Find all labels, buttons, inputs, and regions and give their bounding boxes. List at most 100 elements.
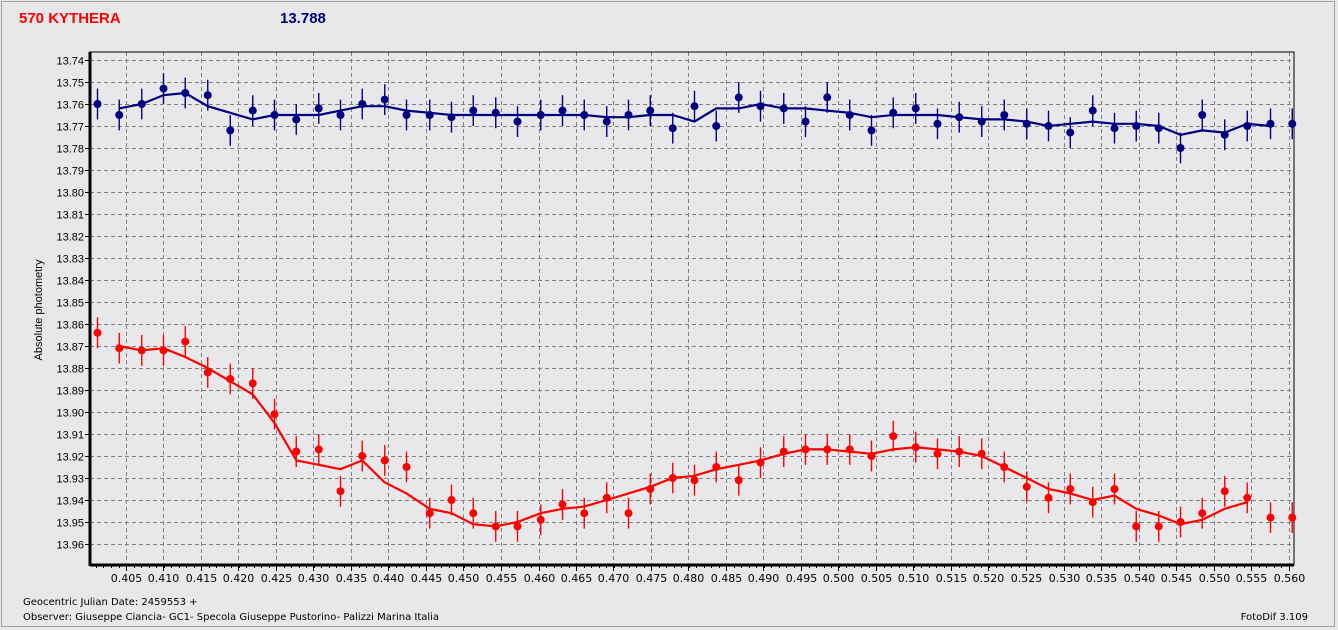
x-tick-label: 0.480 <box>673 572 705 585</box>
data-point <box>734 476 743 485</box>
data-point <box>977 117 986 126</box>
x-tick-label: 0.410 <box>148 572 180 585</box>
data-point <box>558 500 567 509</box>
data-point <box>1066 128 1075 137</box>
x-tick-label: 0.560 <box>1274 572 1306 585</box>
object-title: 570 KYTHERA <box>19 10 121 27</box>
data-point <box>425 509 434 518</box>
x-tick-label: 0.515 <box>936 572 968 585</box>
data-point <box>977 449 986 458</box>
data-point <box>1266 119 1275 128</box>
data-point <box>1088 498 1097 507</box>
data-point <box>845 445 854 454</box>
y-tick-label: 13.74 <box>56 56 84 68</box>
data-point <box>602 117 611 126</box>
data-point <box>491 108 500 117</box>
reference-value: 13.788 <box>280 10 326 27</box>
data-point <box>181 337 190 346</box>
data-point <box>1132 522 1141 531</box>
x-tick-label: 0.460 <box>524 572 556 585</box>
data-point <box>580 509 589 518</box>
data-point <box>1000 111 1009 119</box>
data-point <box>336 487 345 496</box>
x-tick-label: 0.470 <box>598 572 630 585</box>
data-point <box>270 111 279 119</box>
data-point <box>823 93 832 102</box>
data-point <box>226 375 235 383</box>
data-point <box>1176 518 1185 526</box>
x-tick-label: 0.430 <box>298 572 330 585</box>
data-point <box>1110 485 1119 493</box>
data-point <box>779 104 788 113</box>
data-point <box>513 117 522 126</box>
y-tick-label: 13.88 <box>56 364 84 376</box>
x-tick-label: 0.550 <box>1199 572 1231 585</box>
data-point <box>889 432 898 441</box>
y-tick-label: 13.93 <box>56 474 84 486</box>
data-point <box>1266 513 1275 522</box>
data-point <box>1154 124 1163 133</box>
data-point <box>115 344 124 353</box>
data-point <box>690 102 699 111</box>
software-version: FotoDif 3.109 <box>1240 612 1308 623</box>
x-tick-label: 0.520 <box>973 572 1005 585</box>
data-point <box>867 452 876 460</box>
y-tick-label: 13.92 <box>56 452 84 464</box>
data-point <box>137 346 146 355</box>
data-point <box>203 91 212 100</box>
data-point <box>801 445 810 454</box>
data-point <box>1198 509 1207 518</box>
series-target <box>93 317 1297 542</box>
data-point <box>756 458 765 467</box>
y-tick-label: 13.78 <box>56 144 84 156</box>
data-point <box>1132 122 1141 130</box>
x-axis-label: Geocentric Julian Date: 2459553 + <box>23 597 198 608</box>
x-tick-label: 0.555 <box>1236 572 1268 585</box>
y-tick-label: 13.76 <box>56 100 84 112</box>
data-point <box>580 111 589 119</box>
data-point <box>358 452 367 460</box>
data-point <box>646 106 655 115</box>
data-point <box>115 111 124 119</box>
data-point <box>181 89 190 97</box>
data-point <box>314 104 323 113</box>
data-point <box>624 509 633 518</box>
x-tick-label: 0.540 <box>1124 572 1156 585</box>
data-point <box>1110 124 1119 133</box>
data-point <box>558 106 567 115</box>
data-point <box>203 368 212 377</box>
y-tick-label: 13.80 <box>56 188 84 200</box>
data-point <box>93 328 102 337</box>
y-tick-label: 13.96 <box>56 540 84 552</box>
data-point <box>159 84 168 93</box>
data-point <box>137 100 146 108</box>
data-point <box>1088 106 1097 115</box>
data-point <box>867 126 876 135</box>
data-point <box>1022 482 1031 491</box>
data-point <box>336 111 345 119</box>
data-point <box>513 522 522 531</box>
data-point <box>380 456 389 465</box>
x-tick-label: 0.420 <box>223 572 255 585</box>
data-point <box>358 100 367 108</box>
x-tick-label: 0.525 <box>1011 572 1043 585</box>
data-point <box>402 463 411 471</box>
x-tick-label: 0.475 <box>636 572 668 585</box>
data-point <box>1198 111 1207 119</box>
data-point <box>845 111 854 119</box>
data-point <box>955 113 964 122</box>
x-tick-label: 0.545 <box>1161 572 1193 585</box>
x-tick-label: 0.495 <box>786 572 818 585</box>
y-axis-title: Absolute photometry <box>33 259 45 360</box>
data-point <box>93 100 102 108</box>
data-point <box>1288 513 1297 522</box>
x-tick-label: 0.445 <box>411 572 443 585</box>
data-point <box>734 93 743 102</box>
y-tick-label: 13.85 <box>56 298 84 310</box>
y-tick-label: 13.75 <box>56 78 84 90</box>
data-point <box>491 522 500 531</box>
x-tick-label: 0.490 <box>748 572 780 585</box>
x-tick-label: 0.505 <box>861 572 893 585</box>
